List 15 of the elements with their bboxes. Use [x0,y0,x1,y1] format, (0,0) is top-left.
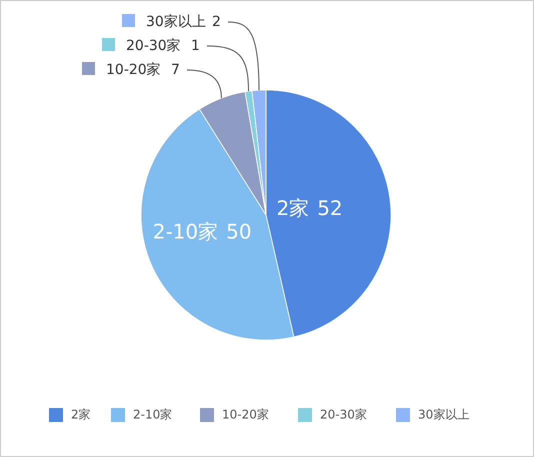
slice-label: 2-10家 [152,220,218,244]
legend-label: 20-30家 [126,38,181,54]
legend-label: 2-10家 [133,407,172,422]
data-label: 1 [191,38,200,54]
category-label: 30家以上 [418,407,470,422]
data-label: 7 [171,62,180,78]
legend-label: 2家 [71,407,91,422]
slice-label: 2家 [276,196,310,220]
category-label: 10-20家 [222,407,269,422]
data-label: 50 [226,220,252,244]
legend-label: 10-20家 [106,62,161,78]
data-label: 52 [317,196,343,220]
legend-label: 30家以上 [146,14,206,30]
data-label: 2 [212,14,221,30]
category-label: 20-30家 [320,407,367,422]
